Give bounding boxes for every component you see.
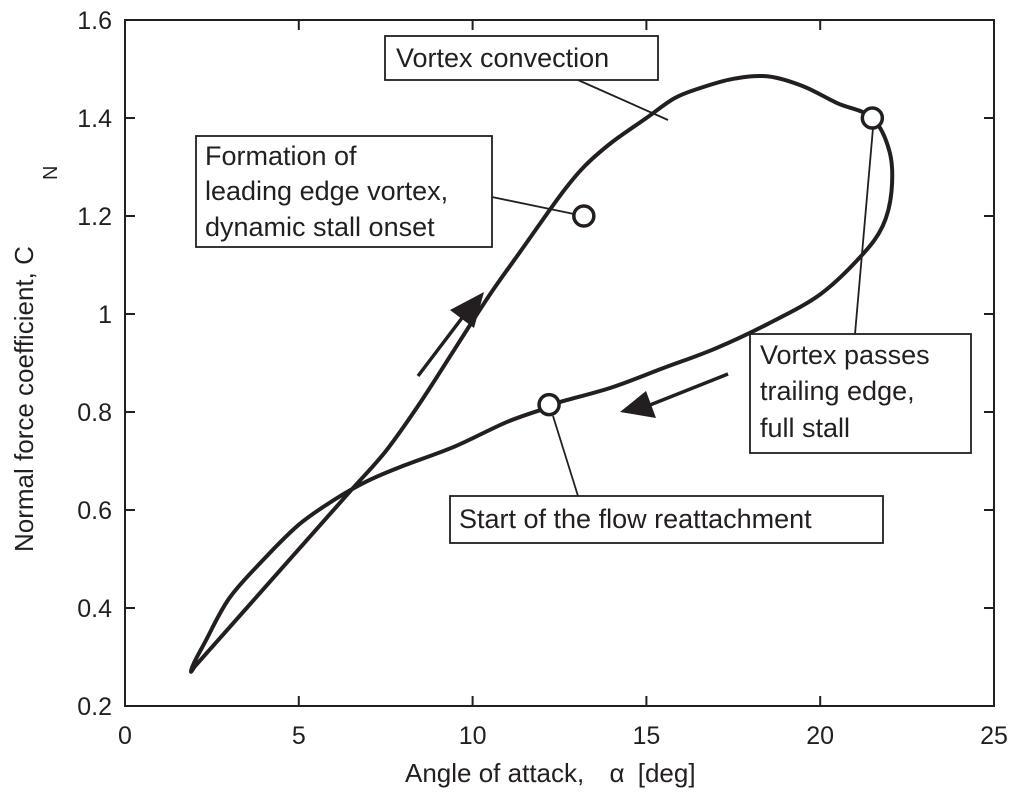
y-tick-label: 1.6 [77,7,112,35]
x-tick-label: 0 [118,722,132,750]
y-tick-label: 0.8 [77,399,112,427]
x-tick-labels: 0 5 10 15 20 25 [118,722,1008,750]
x-tick-label: 25 [980,722,1008,750]
plot-area-frame [124,19,995,707]
x-tick-label: 10 [459,722,487,750]
x-tick-label: 20 [806,722,834,750]
x-axis-title-unit: [deg] [638,758,696,788]
y-tick-label: 1.4 [77,105,112,133]
annotation-formation: Formation of leading edge vortex, dynami… [195,135,493,248]
annotation-vortex-convection-line-1: Vortex convection [396,43,609,73]
annotation-formation-line-1: Formation of [205,141,357,171]
axis-ticks [124,19,995,707]
y-tick-label: 1.2 [77,203,112,231]
annotation-vortex-convection: Vortex convection [384,35,659,81]
cn-hysteresis-curve [189,73,895,674]
event-markers [537,106,885,417]
y-tick-label: 0.4 [77,595,112,623]
x-axis-title-symbol: α [609,758,624,788]
leader-vortex-convection [577,79,669,121]
event-marker [572,204,596,228]
x-axis-title: Angle of attack, α [deg] [405,758,696,788]
y-axis-title-text: Normal force coefficient, C [9,246,39,552]
annotation-formation-line-3: dynamic stall onset [205,212,435,242]
y-tick-labels: 0.2 0.4 0.6 0.8 1 1.2 1.4 1.6 [77,7,112,721]
annotation-vortex-passes: Vortex passes trailing edge, full stall [749,333,972,454]
arrow-down-left [620,372,729,418]
event-marker [860,106,885,130]
annotation-vortex-passes-line-2: trailing edge, [760,376,915,406]
x-axis-title-text: Angle of attack, [405,758,584,788]
x-tick-label: 15 [632,722,660,750]
y-axis-title-subscript: N [40,166,62,180]
annotation-reattachment: Start of the flow reattachment [449,495,884,544]
leader-vortex-passes [854,127,874,335]
annotation-formation-line-2: leading edge vortex, [205,176,448,206]
arrow-up-right [416,292,484,378]
y-axis-title: Normal force coefficient, C N [9,166,62,552]
y-tick-label: 1 [98,301,112,329]
annotation-reattachment-line-1: Start of the flow reattachment [459,504,812,534]
leader-formation [491,196,575,215]
y-tick-label: 0.6 [77,497,112,525]
leader-reattachment [552,415,579,497]
event-marker [537,392,561,417]
annotation-vortex-passes-line-3: full stall [760,413,850,443]
x-tick-label: 5 [292,722,306,750]
annotation-vortex-passes-line-1: Vortex passes [760,340,930,370]
y-tick-label: 0.2 [77,693,112,721]
